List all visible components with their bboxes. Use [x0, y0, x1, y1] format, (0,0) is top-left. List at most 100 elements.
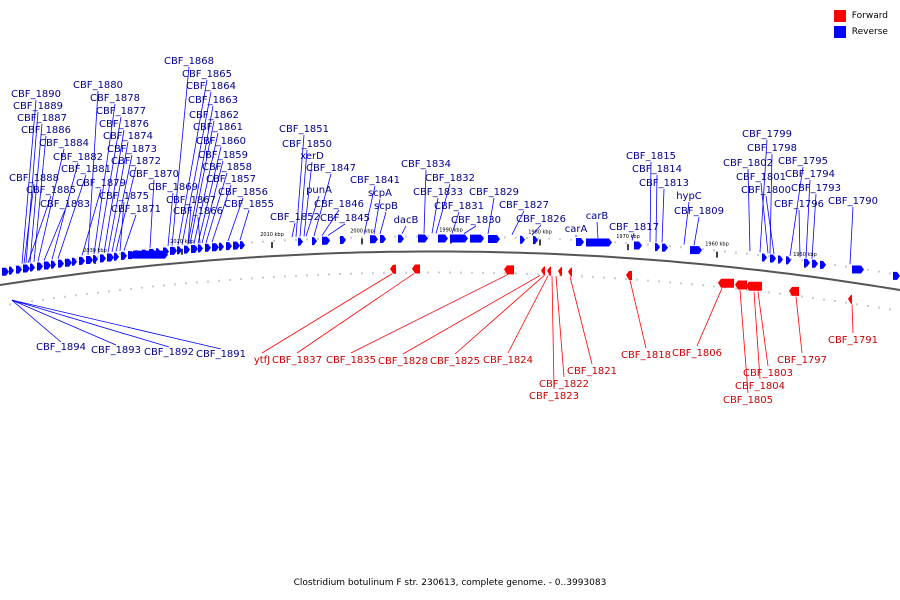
reverse-leader-line — [11, 299, 62, 343]
reverse-leader-line — [205, 172, 228, 243]
reverse-gene-arrow — [100, 254, 106, 263]
legend-forward-label: Forward — [851, 11, 888, 21]
reverse-gene-label: CBF_1827 — [499, 200, 549, 211]
forward-gene-label: CBF_1791 — [828, 335, 878, 346]
reverse-gene-label: CBF_1817 — [609, 222, 659, 233]
reverse-leader-line — [511, 210, 525, 235]
reverse-leader-line — [789, 166, 804, 256]
reverse-gene-label: CBF_1799 — [742, 129, 792, 140]
forward-gene-arrow — [718, 278, 734, 288]
reverse-leader-line — [693, 216, 700, 246]
reverse-gene-label: CBF_1890 — [11, 89, 61, 100]
forward-leader-line — [757, 292, 769, 367]
forward-leader-line — [551, 275, 555, 390]
scale-label: 2010 kbp — [260, 232, 284, 238]
forward-gene-label: CBF_1825 — [430, 356, 480, 367]
reverse-leader-line — [177, 79, 208, 246]
reverse-gene-arrow — [212, 243, 219, 252]
reverse-leader-line — [11, 299, 170, 348]
legend: Forward Reverse — [833, 8, 888, 40]
forward-leader-line — [629, 280, 647, 349]
reverse-leader-line — [805, 179, 811, 259]
forward-gene-arrow — [547, 266, 551, 276]
reverse-leader-line — [197, 146, 222, 244]
reverse-gene-arrow — [226, 242, 232, 251]
reverse-gene-label: CBF_1891 — [196, 349, 246, 360]
reverse-gene-arrow — [198, 244, 203, 253]
reverse-leader-line — [119, 201, 125, 252]
reverse-gene-label: CBF_1846 — [314, 199, 364, 210]
genome-caption: Clostridium botulinum F str. 230613, com… — [293, 578, 607, 588]
reverse-gene-arrow — [812, 259, 818, 268]
reverse-leader-line — [798, 209, 801, 258]
reverse-gene-label: carB — [586, 211, 609, 222]
reverse-gene-arrow — [37, 262, 43, 271]
reverse-gene-arrow — [634, 241, 642, 250]
reverse-leader-line — [305, 195, 320, 237]
forward-gene-label: CBF_1797 — [777, 355, 827, 366]
reverse-gene-label: CBF_1859 — [198, 150, 248, 161]
reverse-gene-label: CBF_1856 — [218, 187, 268, 198]
reverse-leader-line — [765, 195, 775, 255]
forward-gene-label: CBF_1818 — [621, 350, 671, 361]
reverse-leader-line — [683, 201, 690, 245]
forward-gene-label: CBF_1804 — [735, 381, 785, 392]
genome-backbone — [0, 250, 900, 291]
reverse-leader-line — [631, 232, 635, 241]
reverse-gene-label: CBF_1794 — [785, 169, 835, 180]
reverse-gene-label: CBF_1888 — [9, 173, 59, 184]
reverse-gene-arrow — [312, 237, 317, 246]
reverse-gene-arrow — [770, 254, 776, 263]
reverse-gene-label: CBF_1855 — [224, 199, 274, 210]
reverse-gene-arrow — [191, 244, 198, 253]
scale-label: 2020 kbp — [170, 239, 194, 245]
forward-gene-label: CBF_1821 — [567, 366, 617, 377]
reverse-gene-arrow — [30, 263, 35, 272]
reverse-leader-line — [21, 99, 37, 264]
reverse-gene-label: CBF_1858 — [202, 162, 252, 173]
reverse-leader-line — [769, 153, 773, 254]
reverse-leader-line — [596, 221, 599, 239]
forward-gene-label: CBF_1806 — [672, 348, 722, 359]
reverse-gene-label: CBF_1852 — [270, 212, 320, 223]
reverse-gene-arrow — [418, 234, 428, 243]
legend-forward: Forward — [833, 8, 888, 24]
reverse-gene-arrow — [778, 255, 783, 264]
reverse-gene-arrow — [107, 253, 114, 262]
reverse-gene-label: hypC — [676, 191, 702, 202]
reverse-gene-label: CBF_1796 — [774, 199, 824, 210]
reverse-gene-arrow — [86, 256, 93, 265]
reverse-gene-label: CBF_1809 — [674, 206, 724, 217]
reverse-gene-label: CBF_1874 — [103, 131, 153, 142]
reverse-gene-label: CBF_1831 — [434, 201, 484, 212]
scale-label: 1960 kbp — [705, 242, 729, 248]
reverse-gene-label: CBF_1830 — [451, 215, 501, 226]
reverse-gene-arrow — [51, 260, 56, 269]
reverse-leader-line — [187, 205, 192, 245]
reverse-gene-arrow — [114, 252, 119, 261]
reverse-gene-label: CBF_1875 — [99, 191, 149, 202]
reverse-gene-arrow — [170, 246, 177, 255]
reverse-leader-line — [747, 168, 751, 252]
reverse-gene-arrow — [205, 243, 211, 252]
reverse-leader-line — [23, 183, 35, 264]
reverse-gene-label: CBF_1850 — [282, 139, 332, 150]
reverse-gene-arrow — [184, 245, 190, 254]
reverse-leader-line — [435, 183, 451, 234]
reverse-leader-line — [189, 120, 215, 245]
reverse-leader-line — [193, 132, 219, 244]
reverse-gene-label: CBF_1894 — [36, 342, 86, 353]
reverse-leader-line — [363, 185, 376, 235]
reverse-gene-label: xerD — [300, 151, 324, 162]
reverse-leader-line — [25, 111, 39, 264]
reverse-gene-label: CBF_1851 — [279, 124, 329, 135]
scale-label: 1950 kbp — [793, 252, 817, 258]
reverse-leader-line — [661, 188, 665, 243]
reverse-gene-label: CBF_1880 — [73, 80, 123, 91]
reverse-gene-arrow — [23, 264, 30, 273]
reverse-gene-arrow — [219, 242, 224, 251]
reverse-gene-arrow — [177, 246, 182, 255]
reverse-leader-line — [93, 103, 116, 255]
